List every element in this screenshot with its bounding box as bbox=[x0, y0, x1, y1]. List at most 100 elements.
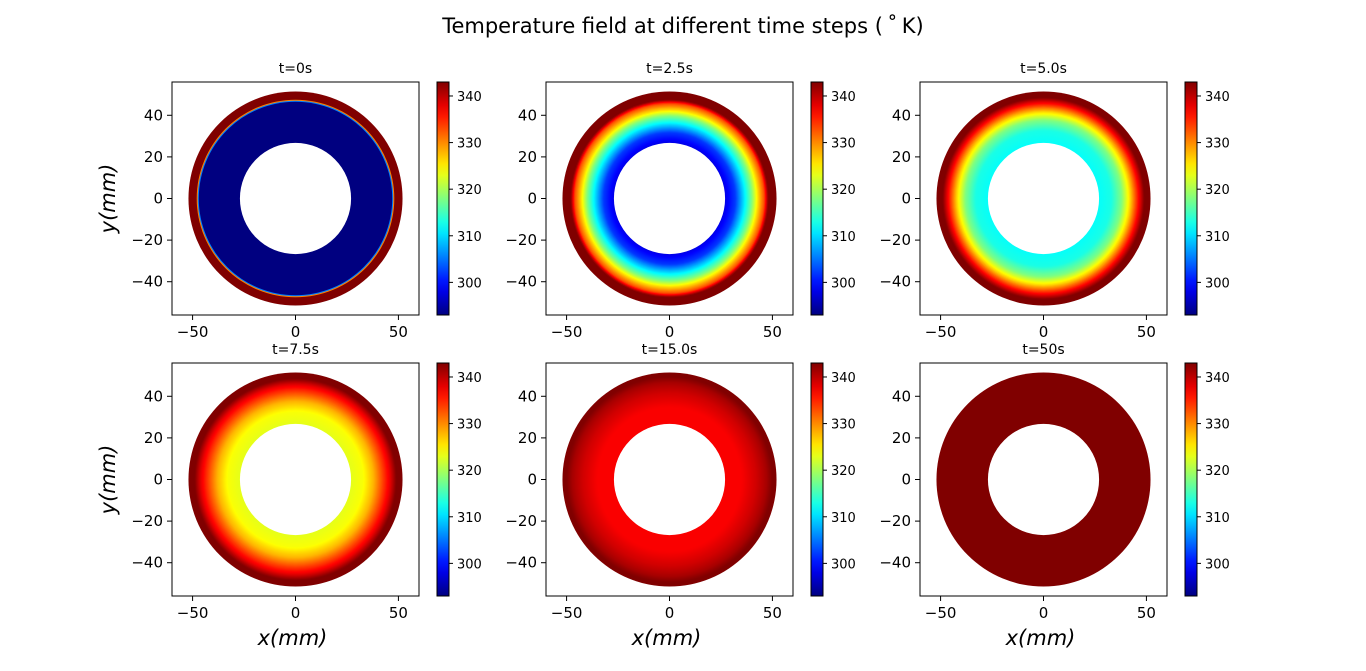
colorbar-tick-label: 300 bbox=[1205, 276, 1230, 291]
y-tick-label: 0 bbox=[901, 190, 911, 208]
colorbar bbox=[810, 362, 824, 597]
colorbar-tick-label: 320 bbox=[831, 464, 856, 479]
x-tick-label: −50 bbox=[925, 323, 957, 341]
y-tick-label: 40 bbox=[518, 387, 537, 405]
colorbar-tick-label: 320 bbox=[831, 183, 856, 198]
colorbar-tick-label: 310 bbox=[1205, 230, 1230, 245]
colorbar bbox=[810, 81, 824, 316]
y-tick-label: 40 bbox=[892, 387, 911, 405]
colorbar-tick-label: 320 bbox=[457, 464, 482, 479]
colorbar-tick-label: 340 bbox=[831, 371, 856, 386]
y-tick-label: −20 bbox=[131, 512, 163, 530]
colorbar bbox=[436, 81, 450, 316]
colorbar-tick-label: 340 bbox=[831, 90, 856, 105]
y-tick-label: −40 bbox=[505, 273, 537, 291]
colorbar-tick-label: 320 bbox=[457, 183, 482, 198]
subplot-grid: t=0s −50 0 50 −40 −20 0 20 40 y(mm) 300 310 320 330 34… bbox=[96, 61, 1230, 650]
subplot-title: t=0s bbox=[279, 61, 312, 77]
y-axis-label: y(mm) bbox=[96, 445, 120, 516]
temperature-ring bbox=[936, 91, 1151, 306]
colorbar-tick-label: 330 bbox=[831, 137, 856, 152]
colorbar-tick-label: 300 bbox=[457, 276, 482, 291]
temperature-ring bbox=[936, 372, 1151, 587]
subplot-2: t=2.5s −50 0 50 −40 −20 0 20 40 300 310 320 330 340 bbox=[505, 61, 855, 341]
x-tick-label: 50 bbox=[763, 604, 782, 622]
x-tick-label: 50 bbox=[389, 323, 408, 341]
colorbar-tick-label: 330 bbox=[457, 418, 482, 433]
y-tick-label: 0 bbox=[153, 190, 163, 208]
subplot-title: t=5.0s bbox=[1020, 61, 1067, 77]
x-tick-label: 0 bbox=[291, 604, 301, 622]
y-tick-label: 0 bbox=[901, 471, 911, 489]
x-axis-label: x(mm) bbox=[1005, 626, 1076, 650]
inner-hole bbox=[613, 142, 726, 255]
y-tick-label: 20 bbox=[892, 429, 911, 447]
colorbar-tick-label: 300 bbox=[831, 276, 856, 291]
temperature-ring bbox=[188, 91, 403, 306]
subplot-title: t=15.0s bbox=[642, 342, 698, 358]
colorbar-tick-label: 300 bbox=[1205, 557, 1230, 572]
subplot-5: t=15.0s −50 0 50 −40 −20 0 20 40 x(mm) 300 310 320 33… bbox=[505, 342, 855, 650]
y-tick-label: −40 bbox=[131, 273, 163, 291]
y-tick-label: 0 bbox=[527, 471, 537, 489]
colorbar-tick-label: 330 bbox=[1205, 418, 1230, 433]
colorbar-tick-label: 320 bbox=[1205, 183, 1230, 198]
y-tick-label: 0 bbox=[527, 190, 537, 208]
colorbar-tick-label: 300 bbox=[831, 557, 856, 572]
colorbar-tick-label: 340 bbox=[457, 90, 482, 105]
subplot-title: t=7.5s bbox=[272, 342, 319, 358]
x-tick-label: −50 bbox=[551, 604, 583, 622]
x-tick-label: −50 bbox=[551, 323, 583, 341]
x-tick-label: 0 bbox=[665, 323, 675, 341]
colorbar-tick-label: 330 bbox=[831, 418, 856, 433]
x-tick-label: 0 bbox=[665, 604, 675, 622]
x-tick-label: 0 bbox=[1039, 323, 1049, 341]
y-tick-label: −20 bbox=[131, 231, 163, 249]
x-tick-label: −50 bbox=[177, 604, 209, 622]
y-tick-label: 40 bbox=[518, 106, 537, 124]
y-tick-label: −20 bbox=[879, 512, 911, 530]
colorbar-tick-label: 330 bbox=[457, 137, 482, 152]
colorbar bbox=[1184, 362, 1198, 597]
colorbar-tick-label: 310 bbox=[1205, 511, 1230, 526]
subplot-3: t=5.0s −50 0 50 −40 −20 0 20 40 300 310 320 330 340 bbox=[879, 61, 1229, 341]
y-tick-label: −20 bbox=[505, 231, 537, 249]
colorbar-tick-label: 320 bbox=[1205, 464, 1230, 479]
y-tick-label: −20 bbox=[505, 512, 537, 530]
inner-hole bbox=[239, 423, 352, 536]
temperature-ring bbox=[562, 91, 777, 306]
x-tick-label: 50 bbox=[763, 323, 782, 341]
x-tick-label: −50 bbox=[925, 604, 957, 622]
x-tick-label: 50 bbox=[1137, 604, 1156, 622]
colorbar-tick-label: 310 bbox=[457, 511, 482, 526]
x-tick-label: 0 bbox=[291, 323, 301, 341]
y-tick-label: −20 bbox=[879, 231, 911, 249]
inner-hole bbox=[613, 423, 726, 536]
subplot-title: t=2.5s bbox=[646, 61, 693, 77]
y-axis-label: y(mm) bbox=[96, 164, 120, 235]
y-tick-label: 20 bbox=[518, 429, 537, 447]
inner-hole bbox=[987, 142, 1100, 255]
colorbar bbox=[436, 362, 450, 597]
temperature-ring bbox=[562, 372, 777, 587]
subplot-4: t=7.5s −50 0 50 −40 −20 0 20 40 y(mm) x(mm) 300 310 3… bbox=[96, 342, 482, 650]
figure-title: Temperature field at different time step… bbox=[441, 14, 924, 38]
inner-hole bbox=[987, 423, 1100, 536]
x-axis-label: x(mm) bbox=[257, 626, 328, 650]
y-tick-label: 0 bbox=[153, 471, 163, 489]
subplot-title: t=50s bbox=[1022, 342, 1064, 358]
y-tick-label: 20 bbox=[144, 429, 163, 447]
y-tick-label: 20 bbox=[518, 148, 537, 166]
y-tick-label: 40 bbox=[144, 106, 163, 124]
y-tick-label: 40 bbox=[892, 106, 911, 124]
subplot-1: t=0s −50 0 50 −40 −20 0 20 40 y(mm) 300 310 320 330 34… bbox=[96, 61, 482, 341]
x-tick-label: 50 bbox=[1137, 323, 1156, 341]
y-tick-label: 40 bbox=[144, 387, 163, 405]
colorbar-tick-label: 330 bbox=[1205, 137, 1230, 152]
colorbar bbox=[1184, 81, 1198, 316]
subplot-6: t=50s −50 0 50 −40 −20 0 20 40 x(mm) 300 310 320 330 3… bbox=[879, 342, 1229, 650]
colorbar-tick-label: 340 bbox=[1205, 90, 1230, 105]
temperature-ring bbox=[188, 372, 403, 587]
x-tick-label: −50 bbox=[177, 323, 209, 341]
y-tick-label: −40 bbox=[879, 554, 911, 572]
